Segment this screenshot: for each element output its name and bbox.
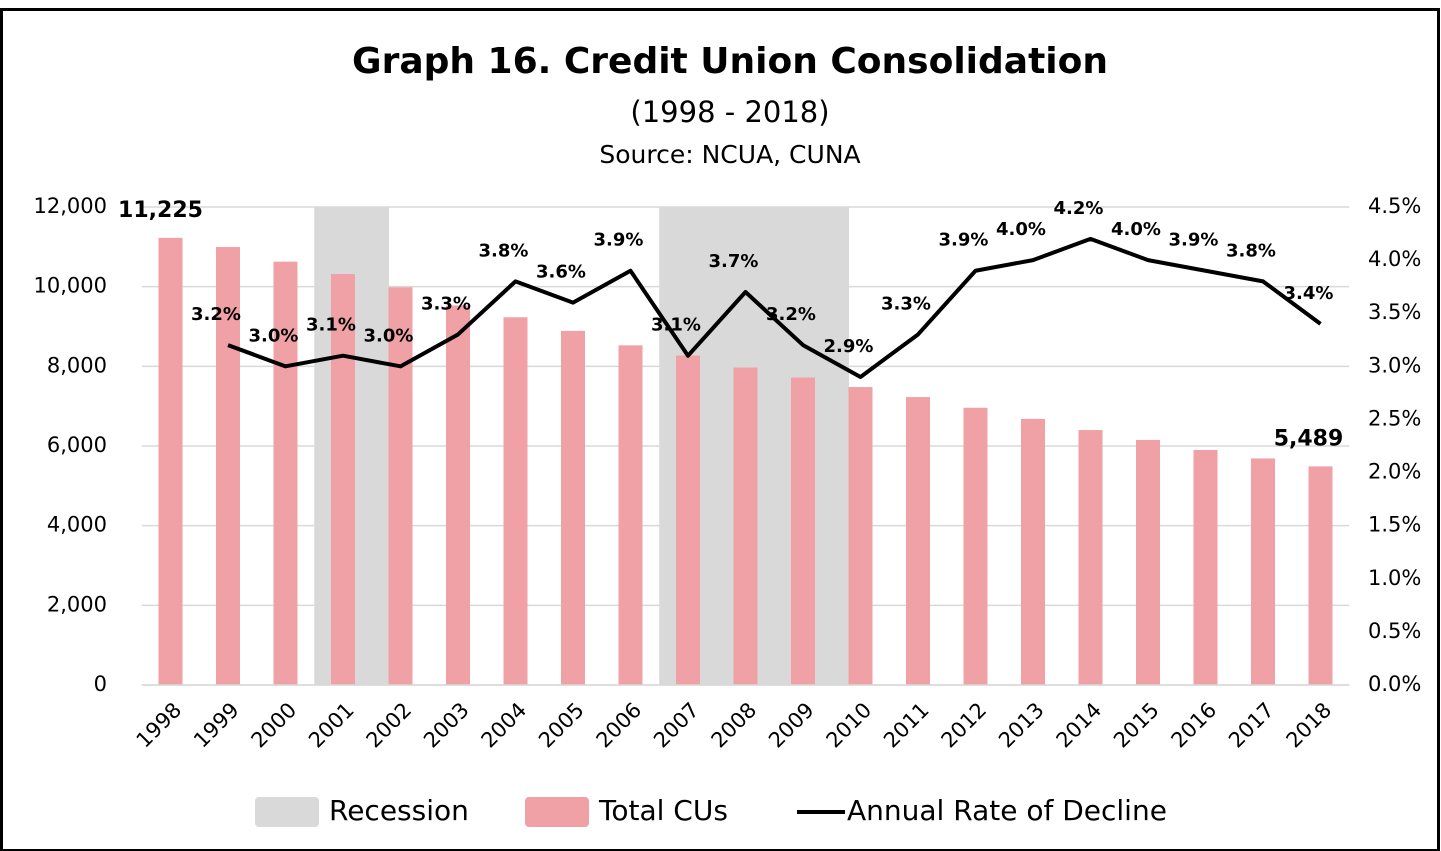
- y-tick-label: 12,000: [34, 194, 107, 218]
- line-label: 3.3%: [881, 293, 931, 314]
- bar: [446, 305, 470, 685]
- y2-tick-label: 0.5%: [1368, 619, 1421, 643]
- x-tick-label: 2015: [1109, 698, 1164, 753]
- legend-swatch: [255, 797, 319, 827]
- x-tick-label: 2013: [994, 698, 1049, 753]
- line-label: 3.2%: [191, 304, 241, 325]
- y2-tick-label: 2.0%: [1368, 460, 1421, 484]
- x-tick-label: 2009: [764, 698, 819, 753]
- legend-swatch: [525, 797, 589, 827]
- y-tick-label: 0: [94, 672, 107, 696]
- line-label: 4.0%: [1111, 219, 1161, 240]
- line-label: 2.9%: [824, 336, 874, 357]
- bar: [906, 397, 930, 685]
- bar: [1136, 439, 1160, 685]
- bar: [618, 345, 643, 685]
- y2-tick-label: 3.5%: [1368, 300, 1421, 324]
- line-label: 3.6%: [536, 262, 586, 283]
- y-tick-label: 6,000: [47, 433, 107, 457]
- bar: [963, 407, 988, 685]
- line-label: 3.8%: [1226, 240, 1276, 261]
- y2-tick-label: 1.5%: [1368, 513, 1421, 537]
- x-tick-label: 2000: [247, 698, 302, 753]
- y-tick-label: 8,000: [47, 353, 107, 377]
- line-label: 3.4%: [1284, 283, 1334, 304]
- x-tick-label: 2006: [592, 698, 647, 753]
- x-tick-label: 2011: [879, 698, 934, 753]
- x-tick-label: 2003: [419, 698, 474, 753]
- bar: [1078, 430, 1103, 685]
- line-label: 3.9%: [594, 230, 644, 251]
- x-tick-label: 2007: [649, 698, 704, 753]
- chart-subtitle: (1998 - 2018): [630, 95, 829, 129]
- x-tick-label: 2017: [1224, 698, 1279, 753]
- x-tick-label: 2012: [937, 698, 992, 753]
- x-tick-label: 2016: [1167, 698, 1222, 753]
- x-tick-label: 2004: [477, 698, 532, 753]
- y2-tick-label: 3.0%: [1368, 353, 1421, 377]
- line-label: 4.0%: [996, 219, 1046, 240]
- y2-tick-label: 0.0%: [1368, 672, 1421, 696]
- x-tick-label: 2014: [1052, 698, 1107, 753]
- line-label: 3.3%: [421, 293, 471, 314]
- x-tick-label: 2001: [304, 698, 359, 753]
- bar: [1021, 418, 1045, 685]
- bar: [1193, 449, 1218, 685]
- bar: [561, 330, 585, 685]
- line-label: 3.9%: [1169, 230, 1219, 251]
- line-label: 3.8%: [479, 240, 529, 261]
- y2-tick-label: 4.0%: [1368, 247, 1421, 271]
- bar: [503, 317, 528, 685]
- bar: [216, 247, 240, 685]
- line-label: 3.0%: [249, 325, 299, 346]
- line-label: 3.2%: [766, 304, 816, 325]
- y-tick-label: 10,000: [34, 274, 107, 298]
- x-tick-label: 2018: [1282, 698, 1337, 753]
- chart-source: Source: NCUA, CUNA: [599, 140, 860, 169]
- y-tick-label: 2,000: [47, 592, 107, 616]
- bar: [791, 377, 815, 685]
- y2-tick-label: 4.5%: [1368, 194, 1421, 218]
- bar: [158, 237, 183, 685]
- line-label: 4.2%: [1054, 198, 1104, 219]
- x-tick-label: 2008: [707, 698, 762, 753]
- bar: [1251, 458, 1275, 685]
- x-tick-label: 1999: [189, 698, 244, 753]
- x-tick-label: 2005: [534, 698, 589, 753]
- legend-label: Annual Rate of Decline: [847, 794, 1167, 827]
- x-tick-label: 2002: [362, 698, 417, 753]
- bar: [733, 367, 758, 685]
- line-label: 3.1%: [306, 315, 356, 336]
- bar: [273, 261, 298, 685]
- line: [227, 236, 1322, 379]
- y2-tick-label: 1.0%: [1368, 566, 1421, 590]
- legend-label: Recession: [329, 794, 469, 827]
- chart-title: Graph 16. Credit Union Consolidation: [352, 41, 1108, 82]
- y-tick-label: 4,000: [47, 513, 107, 537]
- bar-label: 5,489: [1274, 426, 1344, 451]
- bar: [1308, 466, 1333, 685]
- bar: [388, 287, 413, 685]
- bar-label: 11,225: [118, 198, 203, 223]
- line-label: 3.9%: [939, 230, 989, 251]
- legend-label: Total CUs: [598, 794, 728, 827]
- bar: [331, 274, 355, 685]
- bar: [676, 355, 700, 685]
- line-label: 3.1%: [651, 315, 701, 336]
- x-tick-label: 2010: [822, 698, 877, 753]
- line-label: 3.0%: [364, 325, 414, 346]
- line-label: 3.7%: [709, 251, 759, 272]
- y2-tick-label: 2.5%: [1368, 406, 1421, 430]
- bar: [848, 387, 873, 685]
- x-tick-label: 1998: [132, 698, 187, 753]
